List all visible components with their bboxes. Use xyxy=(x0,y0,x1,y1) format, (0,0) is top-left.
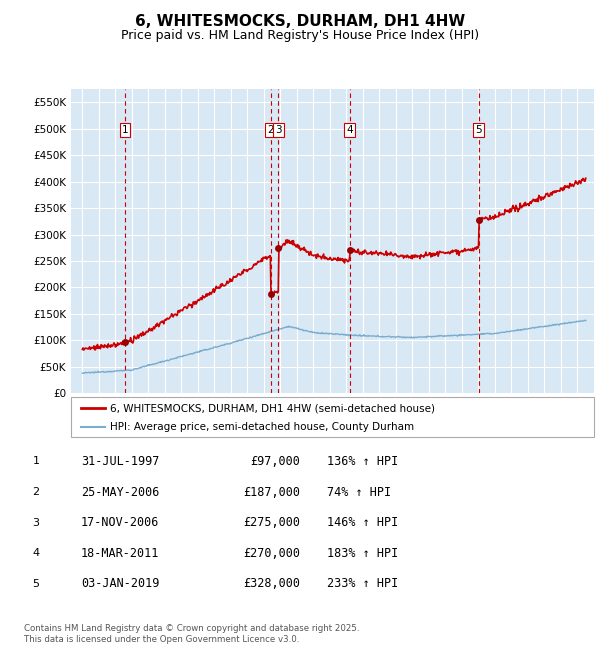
Text: 2: 2 xyxy=(267,125,274,135)
Text: 18-MAR-2011: 18-MAR-2011 xyxy=(81,547,160,560)
Text: Price paid vs. HM Land Registry's House Price Index (HPI): Price paid vs. HM Land Registry's House … xyxy=(121,29,479,42)
Text: 3: 3 xyxy=(275,125,282,135)
Text: £97,000: £97,000 xyxy=(250,455,300,468)
Text: 2: 2 xyxy=(32,487,40,497)
Text: 233% ↑ HPI: 233% ↑ HPI xyxy=(327,577,398,590)
Text: £275,000: £275,000 xyxy=(243,516,300,529)
Text: 74% ↑ HPI: 74% ↑ HPI xyxy=(327,486,391,499)
Text: 4: 4 xyxy=(32,548,40,558)
Text: Contains HM Land Registry data © Crown copyright and database right 2025.
This d: Contains HM Land Registry data © Crown c… xyxy=(24,624,359,644)
Text: 6, WHITESMOCKS, DURHAM, DH1 4HW: 6, WHITESMOCKS, DURHAM, DH1 4HW xyxy=(135,14,465,29)
Text: 17-NOV-2006: 17-NOV-2006 xyxy=(81,516,160,529)
Text: £187,000: £187,000 xyxy=(243,486,300,499)
Text: 1: 1 xyxy=(32,456,40,467)
Text: 6, WHITESMOCKS, DURHAM, DH1 4HW (semi-detached house): 6, WHITESMOCKS, DURHAM, DH1 4HW (semi-de… xyxy=(110,403,435,413)
Text: 25-MAY-2006: 25-MAY-2006 xyxy=(81,486,160,499)
Text: HPI: Average price, semi-detached house, County Durham: HPI: Average price, semi-detached house,… xyxy=(110,422,414,432)
Text: 146% ↑ HPI: 146% ↑ HPI xyxy=(327,516,398,529)
Text: 183% ↑ HPI: 183% ↑ HPI xyxy=(327,547,398,560)
Text: £270,000: £270,000 xyxy=(243,547,300,560)
Text: 5: 5 xyxy=(32,578,40,589)
FancyBboxPatch shape xyxy=(71,397,594,437)
Text: 03-JAN-2019: 03-JAN-2019 xyxy=(81,577,160,590)
Text: 5: 5 xyxy=(475,125,482,135)
Text: £328,000: £328,000 xyxy=(243,577,300,590)
Text: 136% ↑ HPI: 136% ↑ HPI xyxy=(327,455,398,468)
Text: 4: 4 xyxy=(347,125,353,135)
Text: 1: 1 xyxy=(122,125,128,135)
Text: 3: 3 xyxy=(32,517,40,528)
Text: 31-JUL-1997: 31-JUL-1997 xyxy=(81,455,160,468)
